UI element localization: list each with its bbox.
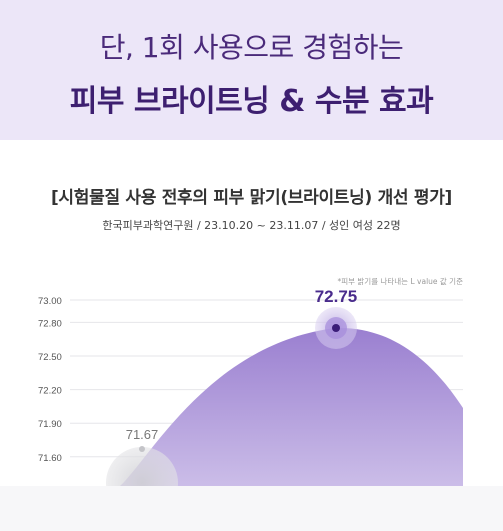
chart-subtitle: 한국피부과학연구원 / 23.10.20 ~ 23.11.07 / 성인 여성 … bbox=[102, 219, 401, 232]
chart-card: [시험물질 사용 전후의 피부 맑기(브라이트닝) 개선 평가] 한국피부과학연… bbox=[0, 140, 503, 486]
data-point-before bbox=[139, 445, 145, 452]
headline-line2: 피부 브라이트닝 & 수분 효과 bbox=[69, 84, 434, 119]
y-tick-label: 72.50 bbox=[38, 352, 62, 363]
chart-plot: 73.00 72.80 72.50 72.20 71.90 71.60 71.67 72.7… bbox=[38, 287, 463, 486]
y-tick-label: 71.60 bbox=[38, 453, 62, 464]
y-tick-label: 71.90 bbox=[38, 419, 62, 430]
chart-note: *피부 밝기를 나타내는 L value 값 기준 bbox=[337, 277, 463, 286]
y-tick-label: 73.00 bbox=[38, 296, 62, 307]
point-glow-before bbox=[106, 446, 178, 486]
area-series bbox=[120, 327, 463, 486]
data-label-before: 71.67 bbox=[126, 427, 159, 442]
data-label-after: 72.75 bbox=[315, 287, 358, 306]
y-tick-label: 72.80 bbox=[38, 318, 62, 329]
bottom-strip bbox=[0, 486, 503, 531]
headline-line1: 단, 1회 사용으로 경험하는 bbox=[99, 31, 404, 64]
chart-title: [시험물질 사용 전후의 피부 맑기(브라이트닝) 개선 평가] bbox=[50, 188, 453, 208]
y-tick-label: 72.20 bbox=[38, 386, 62, 397]
data-point-after bbox=[332, 324, 340, 332]
header-banner: 단, 1회 사용으로 경험하는 피부 브라이트닝 & 수분 효과 bbox=[0, 0, 503, 140]
